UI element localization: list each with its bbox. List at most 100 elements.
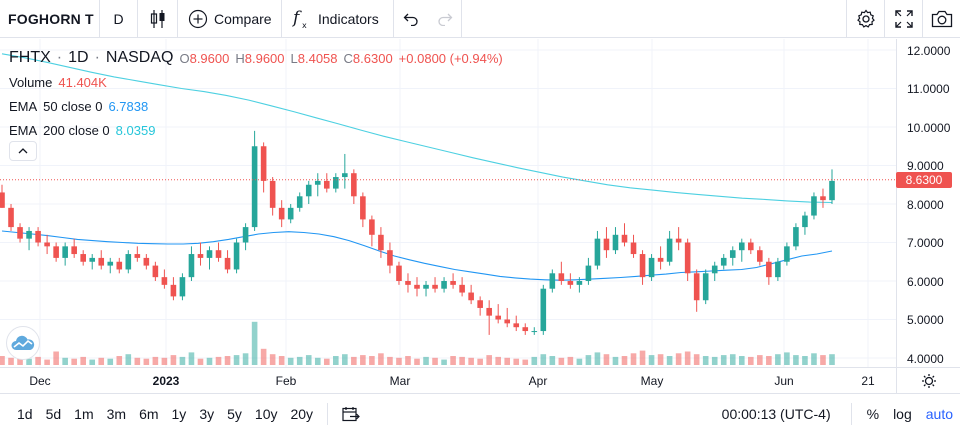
volume-bar <box>775 354 781 365</box>
divider <box>327 402 329 425</box>
volume-bar <box>188 352 195 365</box>
price-tick: 9.0000 <box>907 159 944 173</box>
candle-body <box>567 281 574 285</box>
volume-bar <box>675 353 682 365</box>
chart-pane[interactable] <box>0 39 960 367</box>
bottom-right-group: 00:00:13 (UTC-4) % log auto <box>722 394 960 433</box>
range-20y-button[interactable]: 20y <box>290 405 314 422</box>
volume-bar <box>314 357 321 365</box>
candle-body <box>206 250 213 258</box>
volume-bar <box>260 348 267 365</box>
volume-bar <box>116 356 123 365</box>
interval-button[interactable]: D <box>100 0 138 38</box>
volume-bar <box>44 359 50 365</box>
goto-date-button[interactable] <box>336 400 366 428</box>
chart-type-button[interactable] <box>138 0 178 38</box>
price-axis[interactable]: 12.0000 11.0000 10.0000 9.0000 8.0000 7.… <box>896 39 960 367</box>
candle-body <box>612 234 619 251</box>
range-6m-button[interactable]: 6m <box>139 405 159 422</box>
candle-body <box>342 173 348 178</box>
log-scale-button[interactable]: log <box>893 406 912 422</box>
candle-body <box>684 242 691 274</box>
axis-settings-button[interactable] <box>896 368 960 394</box>
volume-bar <box>296 356 303 365</box>
range-3m-button[interactable]: 3m <box>106 405 127 422</box>
candle-body <box>675 238 682 243</box>
candle-body <box>215 250 222 258</box>
range-1m-button[interactable]: 1m <box>74 405 94 422</box>
undo-button[interactable] <box>394 0 428 38</box>
candle-body <box>693 273 700 301</box>
candle-body <box>766 261 772 278</box>
collapse-legend-button[interactable] <box>9 141 37 161</box>
volume-bar <box>621 356 628 365</box>
time-tick: Apr <box>528 374 548 388</box>
volume-bar <box>369 356 375 365</box>
candle-body <box>468 292 474 301</box>
ema200-legend-row[interactable]: EMA 200 close 0 8.0359 <box>9 118 503 142</box>
volume-bar <box>405 356 411 365</box>
ema200-value: 8.0359 <box>115 122 156 138</box>
volume-bar <box>98 357 105 365</box>
series-legend-row[interactable]: FHTX · 1D · NASDAQ O8.9600 H8.9600 L8.40… <box>9 46 503 70</box>
candle-body <box>378 234 384 251</box>
ema50-legend-row[interactable]: EMA 50 close 0 6.7838 <box>9 94 503 118</box>
volume-bar <box>450 356 456 365</box>
volume-bar <box>387 356 393 365</box>
volume-bar <box>269 354 276 365</box>
volume-bar <box>432 357 438 365</box>
clock-timezone[interactable]: 00:00:13 (UTC-4) <box>721 406 831 422</box>
price-chart[interactable] <box>0 39 896 367</box>
candle-body <box>107 261 114 266</box>
last-price-badge: 8.6300 <box>896 172 952 188</box>
volume-bar <box>549 356 556 365</box>
add-circle-icon <box>188 9 208 28</box>
volume-bar <box>766 356 772 365</box>
candle-body <box>775 261 781 278</box>
candle-body <box>125 254 132 270</box>
range-1y-button[interactable]: 1y <box>171 405 187 422</box>
candle-body <box>432 284 438 289</box>
top-toolbar: FOGHORN T D Compare f x Indicators <box>0 0 960 38</box>
candle-body <box>17 227 23 239</box>
volume-bar <box>134 357 141 365</box>
time-axis[interactable]: Dec 2023 Feb Mar Apr May Jun 21 <box>0 367 960 394</box>
volume-bar <box>441 359 447 365</box>
candle-body <box>170 284 177 297</box>
toolbar-right-group <box>846 0 960 38</box>
range-5d-button[interactable]: 5d <box>45 405 62 422</box>
range-10y-button[interactable]: 10y <box>254 405 278 422</box>
price-tick: 12.0000 <box>907 44 951 58</box>
fullscreen-button[interactable] <box>884 0 922 38</box>
candle-body <box>80 254 86 262</box>
range-3y-button[interactable]: 3y <box>199 405 215 422</box>
candle-body <box>278 207 285 220</box>
range-1d-button[interactable]: 1d <box>17 405 33 422</box>
volume-bar <box>829 354 835 365</box>
percent-scale-button[interactable]: % <box>866 406 880 422</box>
volume-bar <box>648 355 655 365</box>
volume-bar <box>486 355 492 365</box>
time-tick: Feb <box>275 374 297 388</box>
compare-button[interactable]: Compare <box>178 0 282 38</box>
indicators-button[interactable]: f x Indicators <box>282 0 394 38</box>
redo-button[interactable] <box>428 0 462 38</box>
auto-scale-button[interactable]: auto <box>925 406 953 422</box>
volume-bar <box>784 352 790 365</box>
tradingview-logo[interactable] <box>6 326 40 360</box>
settings-button[interactable] <box>846 0 884 38</box>
candle-body <box>576 281 583 285</box>
symbol-search-button[interactable]: FOGHORN T <box>0 0 100 38</box>
candle-body <box>504 319 511 324</box>
candle-body <box>811 196 817 216</box>
snapshot-button[interactable] <box>922 0 960 38</box>
price-tick: 8.0000 <box>907 198 944 212</box>
time-tick: Dec <box>29 374 51 388</box>
volume-legend-row[interactable]: Volume 41.404K <box>9 70 503 94</box>
candle-body <box>62 246 68 258</box>
range-5y-button[interactable]: 5y <box>227 405 242 422</box>
candle-body <box>757 250 763 262</box>
time-tick: 2023 <box>152 374 180 388</box>
volume-bar <box>170 355 177 365</box>
candle-body <box>387 250 393 266</box>
